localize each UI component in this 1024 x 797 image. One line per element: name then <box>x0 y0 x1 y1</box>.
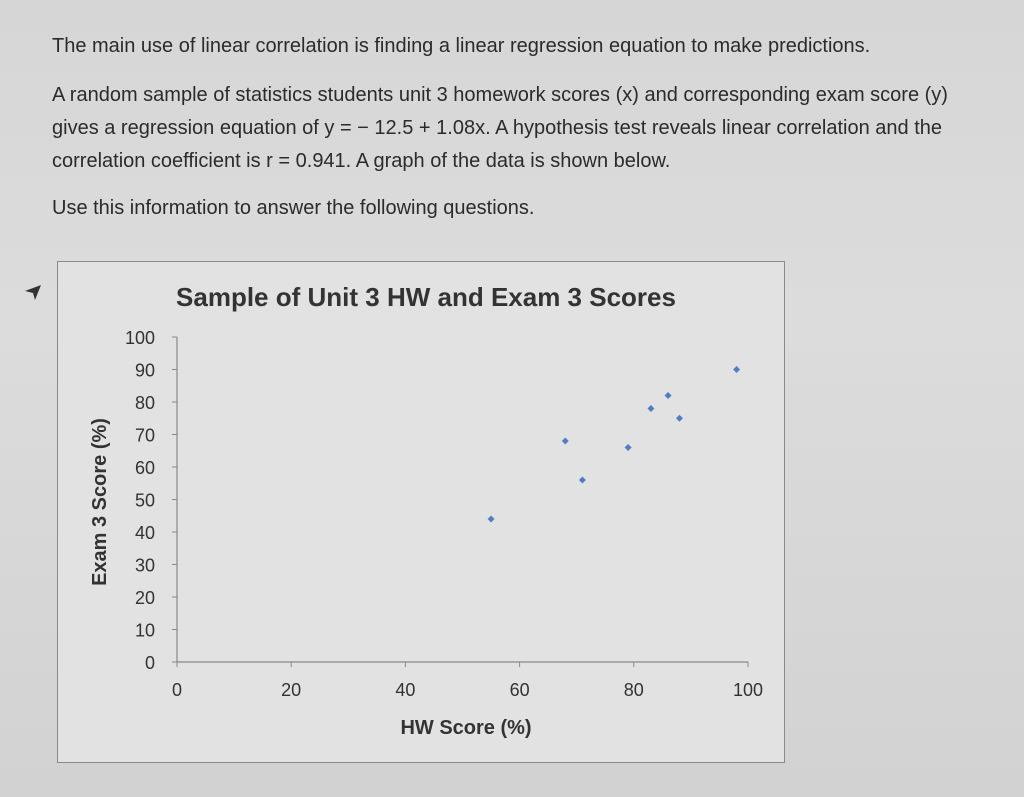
data-point <box>624 444 632 451</box>
data-point <box>561 437 569 445</box>
x-tick-label: 20 <box>281 680 301 700</box>
chart-canvas: Sample of Unit 3 HW and Exam 3 Scores HW… <box>89 282 763 739</box>
y-tick-label: 70 <box>135 426 155 446</box>
y-tick-label: 30 <box>135 556 155 576</box>
y-tick-label: 0 <box>145 653 155 673</box>
y-tick-label: 90 <box>135 361 155 381</box>
y-tick-label: 20 <box>135 588 155 608</box>
arrow-cursor-icon <box>25 285 41 300</box>
data-point <box>647 405 655 412</box>
y-tick-label: 50 <box>135 491 155 511</box>
chart-title: Sample of Unit 3 HW and Exam 3 Scores <box>176 282 676 312</box>
instruction-paragraph: Use this information to answer the follo… <box>52 197 535 219</box>
x-tick-label: 60 <box>510 680 530 700</box>
data-point <box>664 392 672 399</box>
y-tick-label: 100 <box>125 328 155 348</box>
x-tick-label: 80 <box>624 680 644 700</box>
x-tick-label: 0 <box>172 680 182 700</box>
intro-paragraph: The main use of linear correlation is fi… <box>52 35 871 57</box>
y-axis-label: Exam 3 Score (%) <box>89 418 111 586</box>
x-axis-label: HW Score (%) <box>400 717 531 739</box>
data-points <box>487 366 741 523</box>
data-point <box>675 414 683 422</box>
data-point <box>578 476 586 484</box>
x-tick-label: 40 <box>395 680 415 700</box>
x-tick-label: 100 <box>733 680 763 700</box>
data-point <box>487 515 495 523</box>
scatter-chart: Sample of Unit 3 HW and Exam 3 Scores HW… <box>57 261 785 763</box>
y-tick-label: 60 <box>135 458 155 478</box>
problem-paragraph: A random sample of statistics students u… <box>52 84 948 172</box>
question-text: The main use of linear correlation is fi… <box>52 30 992 225</box>
data-point <box>733 366 741 373</box>
chart-axes: 0 10 20 30 40 50 60 70 80 90 100 0 20 40 60 80 100 <box>125 328 763 700</box>
y-tick-label: 10 <box>135 621 155 641</box>
y-tick-label: 80 <box>135 393 155 413</box>
y-tick-label: 40 <box>135 523 155 543</box>
